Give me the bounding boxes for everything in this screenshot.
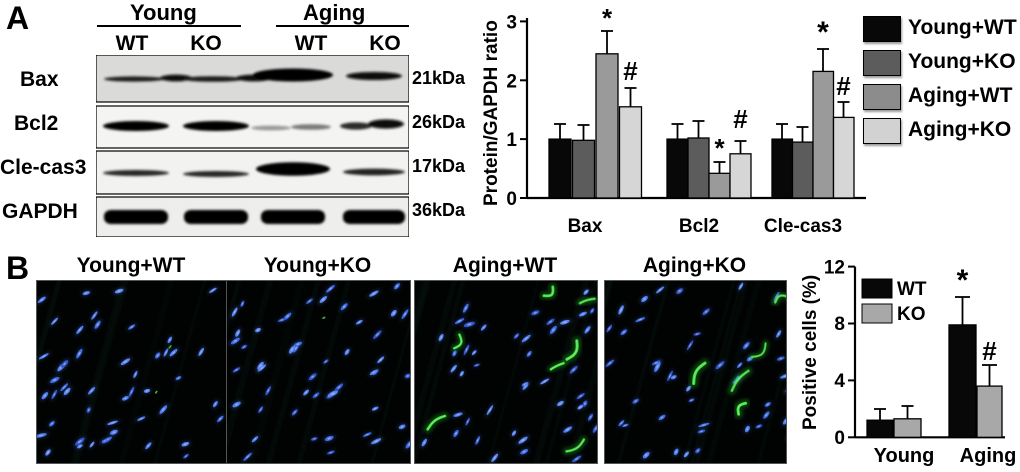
svg-text:KO: KO — [897, 304, 926, 325]
svg-text:12: 12 — [824, 257, 845, 278]
svg-text:8: 8 — [834, 314, 845, 335]
svg-text:0: 0 — [834, 428, 845, 449]
svg-text:Aging: Aging — [960, 445, 1017, 467]
svg-text:Young: Young — [874, 445, 935, 467]
svg-text:4: 4 — [834, 371, 845, 392]
svg-text:WT: WT — [897, 279, 927, 300]
svg-text:#: # — [982, 336, 997, 366]
svg-text:*: * — [957, 264, 969, 297]
